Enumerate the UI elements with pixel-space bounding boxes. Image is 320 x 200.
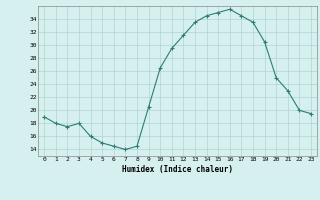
X-axis label: Humidex (Indice chaleur): Humidex (Indice chaleur): [122, 165, 233, 174]
